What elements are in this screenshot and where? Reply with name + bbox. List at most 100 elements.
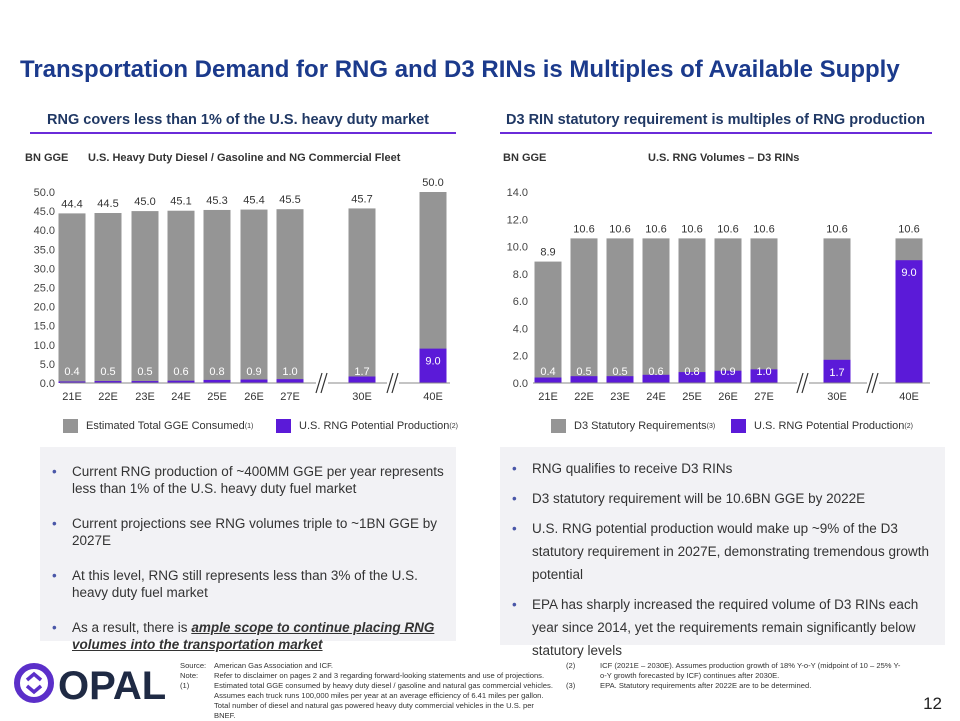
x-tick-label: 26E: [718, 391, 738, 403]
bar-23E-total: [606, 238, 634, 383]
axis-break-mark: [320, 372, 328, 394]
bar-30E-total: [348, 208, 376, 383]
bullet: RNG qualifies to receive D3 RINs: [512, 457, 933, 480]
y-tick-label: 40.0: [34, 225, 55, 237]
bar-25E-total: [678, 238, 706, 383]
data-label-total: 10.6: [609, 223, 630, 235]
bar-27E-rng: [276, 379, 304, 383]
x-tick-label: 30E: [352, 391, 372, 403]
bar-21E-rng: [534, 377, 562, 383]
bar-24E-rng: [642, 374, 670, 383]
bar-26E-total: [240, 209, 268, 383]
bullet: EPA has sharply increased the required v…: [512, 593, 933, 662]
bar-23E-rng: [606, 376, 634, 383]
data-label-rng: 0.9: [720, 366, 735, 378]
data-label-total: 45.0: [134, 196, 155, 208]
right-divider: [500, 132, 932, 134]
data-label-total: 45.4: [243, 195, 264, 207]
right-bar-chart: 0.0 2.0 4.0 6.0 8.0 10.0 12.0 14.0 8.9 0.4 21E 10.6…: [507, 187, 930, 403]
axis-break-mark: [871, 372, 879, 394]
y-tick-label: 15.0: [34, 321, 55, 333]
bar-30E-total: [823, 238, 851, 383]
bar-26E-rng: [240, 379, 268, 383]
axis-break-gap: [797, 371, 809, 395]
x-tick-label: 27E: [754, 391, 774, 403]
right-unit: BN GGE: [503, 152, 547, 164]
x-tick-label: 40E: [899, 391, 919, 403]
y-tick-label: 0.0: [40, 378, 55, 390]
axis-break-mark: [801, 372, 809, 394]
x-tick-label: 23E: [610, 391, 630, 403]
bullet: U.S. RNG potential production would make…: [512, 517, 933, 586]
bar-24E-rng: [167, 380, 195, 383]
bar-21E-total: [534, 261, 562, 383]
left-legend-item-2: U.S. RNG Potential Production (2): [276, 419, 458, 433]
x-tick-label: 30E: [827, 391, 847, 403]
data-label-rng: 0.5: [137, 366, 152, 378]
bar-27E-rng: [750, 369, 778, 383]
bar-24E-total: [167, 210, 195, 383]
data-label-rng: 0.9: [246, 366, 261, 378]
x-tick-label: 40E: [423, 391, 443, 403]
bar-21E-rng: [58, 381, 86, 383]
bar-22E-total: [570, 238, 598, 383]
axis-break-gap: [316, 371, 328, 395]
y-tick-label: 10.0: [34, 340, 55, 352]
y-tick-label: 6.0: [513, 296, 528, 308]
y-tick-label: 4.0: [513, 323, 528, 335]
axis-break-mark: [386, 372, 394, 394]
data-label-total: 45.5: [279, 194, 300, 206]
bar-40E-rng: [419, 348, 447, 383]
footnotes-right: (2) ICF (2021E – 2030E). Assumes producti…: [566, 661, 901, 690]
bar-30E-rng: [348, 376, 376, 383]
data-label-total: 44.5: [97, 198, 118, 210]
bar-22E-rng: [570, 376, 598, 383]
data-label-total: 10.6: [753, 223, 774, 235]
data-label-rng: 0.5: [576, 366, 591, 378]
left-subtitle: RNG covers less than 1% of the U.S. heav…: [47, 112, 429, 128]
y-tick-label: 8.0: [513, 269, 528, 281]
data-label-rng: 0.8: [209, 366, 224, 378]
data-label-rng: 0.4: [540, 366, 555, 378]
axis-break-gap: [387, 371, 399, 395]
legend-swatch: [731, 419, 746, 433]
x-tick-label: 21E: [538, 391, 558, 403]
data-label-rng: 0.6: [173, 366, 188, 378]
x-tick-label: 25E: [207, 391, 227, 403]
bar-22E-rng: [94, 381, 122, 383]
data-label-total: 10.6: [826, 223, 847, 235]
x-tick-label: 22E: [574, 391, 594, 403]
legend-swatch: [63, 419, 78, 433]
x-tick-label: 21E: [62, 391, 82, 403]
bar-26E-rng: [714, 370, 742, 383]
y-tick-label: 10.0: [507, 242, 528, 254]
data-label-rng: 9.0: [425, 356, 440, 368]
x-tick-label: 24E: [171, 391, 191, 403]
right-chart-title: U.S. RNG Volumes – D3 RINs: [648, 152, 800, 164]
x-tick-label: 23E: [135, 391, 155, 403]
footnotes-left: Source: American Gas Association and ICF.…: [180, 661, 553, 720]
bullet: D3 statutory requirement will be 10.6BN …: [512, 487, 933, 510]
bar-26E-total: [714, 238, 742, 383]
slide-title: Transportation Demand for RNG and D3 RIN…: [20, 56, 900, 83]
bar-25E-rng: [203, 379, 231, 383]
y-tick-label: 2.0: [513, 351, 528, 363]
x-tick-label: 27E: [280, 391, 300, 403]
data-label-total: 10.6: [717, 223, 738, 235]
axis-break-mark: [315, 372, 323, 394]
bar-27E-total: [276, 209, 304, 383]
data-label-rng: 1.7: [829, 367, 844, 379]
page-number: 12: [923, 694, 942, 713]
left-bullets-box: Current RNG production of ~400MM GGE per…: [40, 447, 456, 652]
bar-40E-rng: [895, 260, 923, 383]
data-label-total: 10.6: [645, 223, 666, 235]
data-label-total: 10.6: [573, 223, 594, 235]
y-tick-label: 25.0: [34, 283, 55, 295]
right-legend-item-1: D3 Statutory Requirements (3): [551, 419, 715, 433]
data-label-rng: 0.6: [648, 366, 663, 378]
data-label-total: 10.6: [898, 223, 919, 235]
data-label-total: 45.7: [351, 193, 372, 205]
bar-23E-total: [131, 211, 159, 383]
bar-25E-rng: [678, 372, 706, 383]
right-subtitle: D3 RIN statutory requirement is multiple…: [506, 112, 925, 128]
